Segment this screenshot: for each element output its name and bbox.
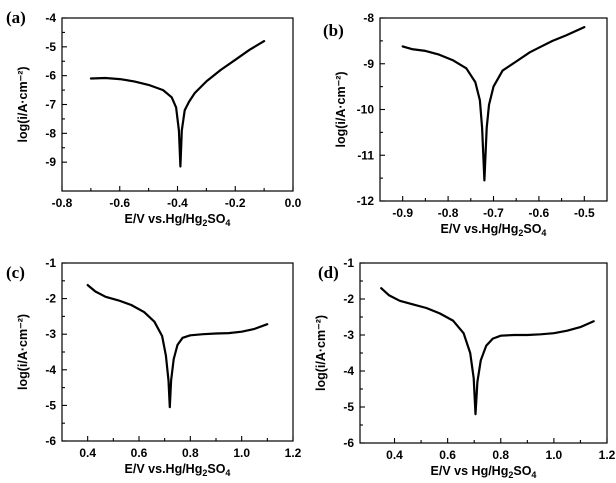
y-tick-label: -4 <box>45 11 56 25</box>
panel-label: (a) <box>6 8 26 27</box>
chart-panel-4: 0.4 0.6 0.8 1.0 1.2 -6 -5 -4 -3 -2 -1 E/V vs Hg/Hg2… <box>314 256 616 480</box>
x-tick-label: -0.4 <box>167 196 188 210</box>
x-tick-label: -0.9 <box>392 206 413 220</box>
chart-panel-2: -0.9 -0.8 -0.7 -0.6 -0.5 -12 -11 -10 -9 -8 E/V vs.… <box>323 11 608 238</box>
y-axis-label: log(i/A·cm⁻²) <box>314 315 328 391</box>
y-axis-label: log(i/A·cm⁻²) <box>334 71 348 147</box>
y-tick-label: -3 <box>45 327 56 341</box>
chart-panel-1: -0.8 -0.6 -0.4 -0.2 0.0 -9 -8 -7 -6 -5 -4 E/V vs.Hg… <box>6 8 302 228</box>
y-tick-label: -6 <box>343 436 354 450</box>
plot-frame <box>61 262 294 442</box>
x-tick-label: 0.6 <box>439 448 456 462</box>
y-tick-label: -5 <box>45 398 56 412</box>
x-tick-label: 0.0 <box>285 196 302 210</box>
y-tick-label: -1 <box>343 256 354 270</box>
x-tick-label: 1.2 <box>599 448 616 462</box>
x-tick-label: -0.6 <box>529 206 550 220</box>
y-tick-label: -10 <box>357 103 375 117</box>
y-tick-label: -5 <box>45 40 56 54</box>
y-tick-label: -6 <box>45 434 56 448</box>
polarization-curve <box>401 26 586 182</box>
x-tick-label: 1.0 <box>546 448 563 462</box>
y-tick-label: -4 <box>45 363 56 377</box>
y-tick-label: -6 <box>45 69 56 83</box>
y-tick-label: -4 <box>343 364 354 378</box>
x-tick-label: 0.8 <box>492 448 509 462</box>
polarization-curve <box>86 284 269 409</box>
x-tick-label: 0.8 <box>182 446 199 460</box>
y-tick-label: -2 <box>343 292 354 306</box>
chart-panel-3: 0.4 0.6 0.8 1.0 1.2 -6 -5 -4 -3 -2 -1 E/V vs.Hg/Hg2… <box>6 256 302 478</box>
y-tick-label: -7 <box>45 98 56 112</box>
x-tick-label: -0.8 <box>52 196 73 210</box>
y-axis-label: log(i/A·cm⁻²) <box>16 314 30 390</box>
y-tick-label: -12 <box>357 194 375 208</box>
polarization-curve <box>380 287 595 416</box>
polarization-curve <box>89 40 266 168</box>
y-tick-label: -11 <box>357 148 374 162</box>
x-tick-label: 1.0 <box>233 446 250 460</box>
x-axis-label: E/V vs Hg/Hg2SO4 <box>431 464 537 480</box>
y-axis-label: log(i/A·cm⁻²) <box>16 66 30 142</box>
x-tick-label: 0.6 <box>131 446 148 460</box>
plot-frame <box>379 17 608 202</box>
panel-label: (d) <box>318 263 339 282</box>
x-axis-label: E/V vs.Hg/Hg2SO4 <box>125 462 231 478</box>
y-tick-label: -9 <box>45 155 56 169</box>
panel-label: (b) <box>323 21 344 40</box>
y-tick-label: -1 <box>45 256 56 270</box>
x-tick-label: -0.6 <box>109 196 130 210</box>
y-tick-label: -3 <box>343 328 354 342</box>
x-axis-label: E/V vs.Hg/Hg2SO4 <box>125 212 231 228</box>
y-tick-label: -5 <box>343 400 354 414</box>
y-tick-label: -8 <box>45 126 56 140</box>
x-tick-label: 0.4 <box>79 446 96 460</box>
x-axis-label: E/V vs.Hg/Hg2SO4 <box>441 222 547 238</box>
x-tick-label: 1.2 <box>285 446 302 460</box>
y-tick-label: -8 <box>363 11 374 25</box>
y-tick-label: -9 <box>363 57 374 71</box>
x-tick-label: -0.8 <box>438 206 459 220</box>
x-tick-label: 0.4 <box>386 448 403 462</box>
y-tick-label: -2 <box>45 292 56 306</box>
x-tick-label: -0.2 <box>225 196 246 210</box>
x-tick-label: -0.7 <box>483 206 504 220</box>
x-tick-label: -0.5 <box>574 206 595 220</box>
panel-label: (c) <box>6 263 25 282</box>
